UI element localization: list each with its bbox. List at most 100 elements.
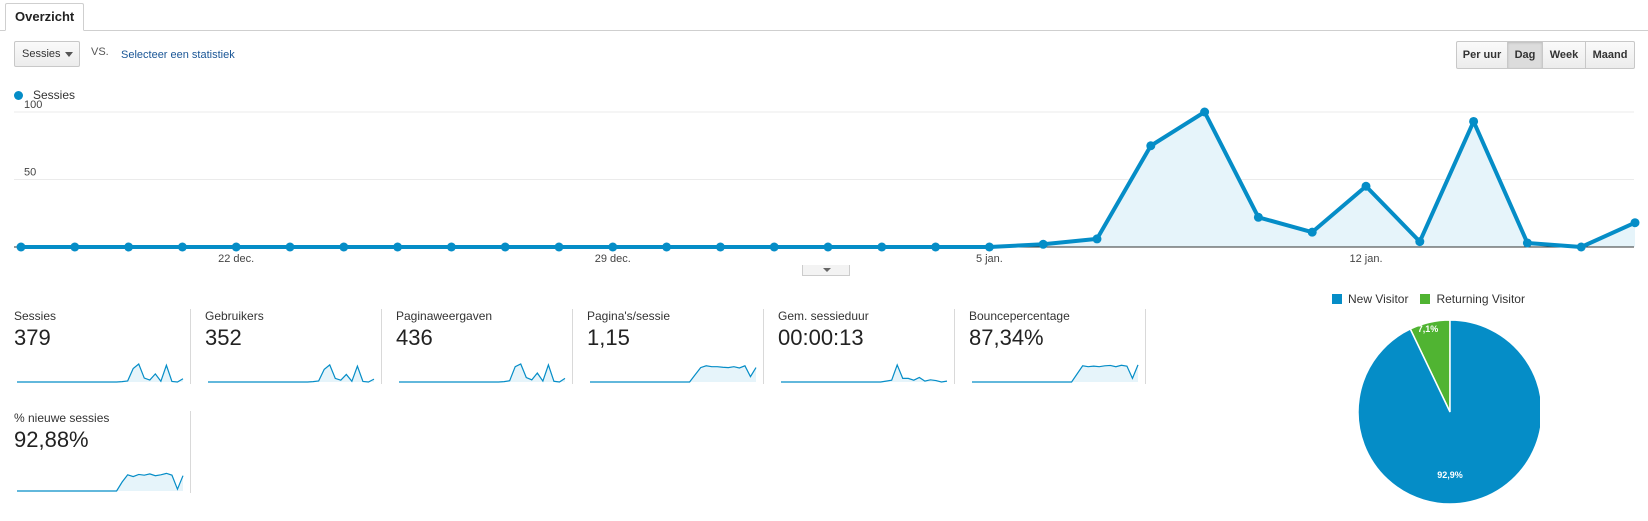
data-point[interactable]	[1576, 242, 1586, 252]
metric-tile[interactable]: Paginaweergaven 436	[382, 309, 573, 384]
data-point[interactable]	[984, 242, 994, 252]
chart-legend: Sessies	[14, 88, 75, 102]
y-tick-label: 100	[24, 100, 42, 111]
data-point[interactable]	[823, 242, 833, 252]
metric-value: 00:00:13	[778, 325, 864, 350]
x-tick-label: 12 jan.	[1349, 253, 1382, 265]
legend-swatch	[1332, 294, 1342, 304]
sparkline-area	[399, 364, 565, 382]
metric-value: 436	[396, 325, 433, 350]
metric-value: 1,15	[587, 325, 630, 350]
data-point[interactable]	[554, 242, 564, 252]
data-point[interactable]	[1630, 218, 1640, 228]
legend-new-visitor: New Visitor	[1332, 292, 1408, 306]
sparkline-line	[399, 363, 566, 383]
data-point[interactable]	[393, 242, 403, 252]
sparkline-line	[17, 472, 184, 492]
x-tick-label: 22 dec.	[218, 253, 254, 265]
data-point[interactable]	[1469, 116, 1479, 126]
pie-legend: New Visitor Returning Visitor	[1332, 292, 1537, 306]
tab-bar: Overzicht	[0, 0, 1648, 31]
data-point[interactable]	[608, 242, 618, 252]
metric-label: Gem. sessieduur	[778, 309, 869, 323]
data-point[interactable]	[446, 242, 456, 252]
sparkline-line	[781, 363, 948, 383]
metric-label: Gebruikers	[205, 309, 264, 323]
data-point[interactable]	[877, 242, 887, 252]
data-point[interactable]	[1200, 107, 1210, 117]
metric-label: Paginaweergaven	[396, 309, 493, 323]
x-tick-label: 5 jan.	[976, 253, 1003, 265]
sparkline	[590, 365, 757, 383]
sparkline-line	[17, 363, 184, 383]
data-point[interactable]	[285, 242, 295, 252]
metric-value: 92,88%	[14, 427, 89, 452]
legend-returning-visitor-label: Returning Visitor	[1436, 292, 1525, 306]
period-day-button[interactable]: Dag	[1507, 41, 1543, 69]
legend-new-visitor-label: New Visitor	[1348, 292, 1409, 306]
tab-overview[interactable]: Overzicht	[5, 3, 85, 31]
period-week-button[interactable]: Week	[1542, 41, 1586, 69]
sparkline-area	[590, 365, 756, 382]
x-tick-label: 29 dec.	[595, 253, 631, 265]
data-point[interactable]	[1253, 212, 1263, 222]
period-hourly-button[interactable]: Per uur	[1456, 41, 1508, 69]
metric-dropdown[interactable]: Sessies	[14, 41, 80, 67]
period-month-button[interactable]: Maand	[1585, 41, 1635, 69]
metric-tile[interactable]: Gebruikers 352	[191, 309, 382, 384]
series-color-dot	[14, 90, 23, 100]
metric-label: Sessies	[14, 309, 57, 323]
collapse-chart-toggle[interactable]	[802, 265, 850, 276]
metric-value: 87,34%	[969, 325, 1044, 350]
metric-label: Bouncepercentage	[969, 309, 1070, 323]
metric-tile[interactable]: Sessies 379	[0, 309, 191, 384]
data-point[interactable]	[177, 242, 187, 252]
data-point[interactable]	[1092, 234, 1102, 244]
metric-tile[interactable]: % nieuwe sessies 92,88%	[0, 411, 191, 493]
data-point[interactable]	[931, 242, 941, 252]
triangle-down-icon	[823, 268, 831, 272]
sparkline	[972, 364, 1139, 383]
sessions-line-chart: 100 50 22 dec. 29 dec. 5 jan. 12 jan.	[14, 100, 1640, 265]
data-point[interactable]	[1522, 238, 1532, 248]
pie-slice-new-visitor[interactable]	[1357, 319, 1540, 505]
metric-tile[interactable]: Gem. sessieduur 00:00:13	[764, 309, 955, 384]
sparkline-area	[17, 473, 183, 491]
data-point[interactable]	[1361, 181, 1371, 191]
metric-tile[interactable]: Bouncepercentage 87,34%	[955, 309, 1146, 384]
metric-tile[interactable]: Pagina's/sessie 1,15	[573, 309, 764, 384]
vs-label: VS.	[91, 46, 109, 58]
data-point[interactable]	[662, 242, 672, 252]
data-point[interactable]	[16, 242, 26, 252]
pie-slice-label: 7,1%	[1418, 324, 1439, 334]
compare-metric-link[interactable]: Selecteer een statistiek	[121, 49, 235, 61]
data-point[interactable]	[1146, 141, 1156, 151]
data-point[interactable]	[70, 242, 80, 252]
metric-dropdown-label: Sessies	[22, 48, 61, 60]
series-legend-label: Sessies	[33, 88, 76, 102]
sparkline-area	[972, 364, 1138, 382]
data-point[interactable]	[231, 242, 241, 252]
data-point[interactable]	[1415, 237, 1425, 247]
data-point[interactable]	[124, 242, 134, 252]
data-point[interactable]	[500, 242, 510, 252]
data-point[interactable]	[715, 242, 725, 252]
legend-swatch	[1420, 294, 1431, 304]
data-point[interactable]	[1038, 239, 1048, 249]
sparkline	[781, 363, 948, 383]
sparkline-area	[208, 364, 374, 382]
pie-slice-label: 92,9%	[1437, 470, 1463, 480]
data-point[interactable]	[339, 242, 349, 252]
sparkline	[17, 363, 184, 383]
period-selector: Per uur Dag Week Maand	[1456, 41, 1635, 69]
sparkline	[399, 363, 566, 383]
chevron-down-icon	[65, 52, 73, 57]
sparkline-line	[590, 365, 757, 383]
sparkline-line	[972, 364, 1139, 383]
sparkline	[208, 363, 375, 383]
visitor-type-pie-chart: 92,9% 7,1%	[1357, 319, 1540, 505]
sparkline-line	[208, 363, 375, 383]
data-point[interactable]	[1307, 227, 1317, 237]
data-point[interactable]	[769, 242, 779, 252]
metric-value: 352	[205, 325, 242, 350]
